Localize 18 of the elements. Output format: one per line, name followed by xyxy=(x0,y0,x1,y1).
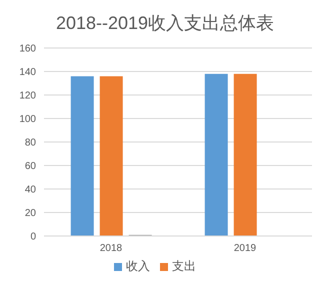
y-tick-label: 40 xyxy=(24,184,36,196)
y-tick-label: 0 xyxy=(30,232,36,243)
legend-label: 支出 xyxy=(172,259,196,273)
bar xyxy=(204,74,228,236)
x-tick-label: 2018 xyxy=(100,243,123,254)
y-tick-label: 80 xyxy=(24,138,36,149)
bar xyxy=(234,74,257,236)
y-tick-label: 60 xyxy=(24,161,36,172)
y-tick-label: 160 xyxy=(19,44,36,55)
bar xyxy=(100,76,123,236)
legend-label: 收入 xyxy=(126,259,150,273)
y-tick-label: 120 xyxy=(19,90,36,102)
y-tick-label: 20 xyxy=(24,208,36,220)
chart-title: 2018--2019收入支出总体表 xyxy=(54,12,276,35)
y-tick-label: 140 xyxy=(19,67,36,78)
bar xyxy=(70,76,94,236)
x-tick-label: 2019 xyxy=(234,243,257,254)
y-tick-label: 100 xyxy=(19,114,36,126)
